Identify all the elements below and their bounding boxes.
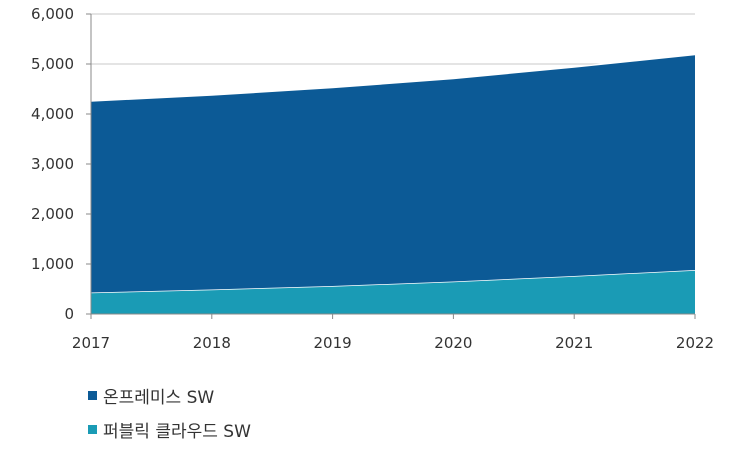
y-tick-label: 0: [64, 305, 74, 323]
area-on-premise: [91, 54, 695, 293]
legend-label-on-premise: 온프레미스 SW: [103, 387, 215, 408]
legend-item-public-cloud: 퍼블릭 클라우드 SW: [88, 418, 251, 442]
x-tick-label: 2021: [555, 334, 593, 352]
legend-swatch-public-cloud: [88, 424, 97, 434]
x-tick-labels: 2017 2018 2019 2020 2021 2022: [72, 334, 714, 352]
y-tick-label: 1,000: [31, 255, 74, 273]
x-tick-label: 2018: [193, 334, 231, 352]
axes: [86, 13, 696, 319]
y-tick-label: 2,000: [31, 205, 74, 223]
y-tick-label: 3,000: [31, 155, 74, 173]
legend-item-on-premise: 온프레미스 SW: [88, 384, 251, 408]
stacked-area-chart: 0 1,000 2,000 3,000 4,000 5,000 6,000 2017 2018…: [31, 5, 714, 352]
y-tick-labels: 0 1,000 2,000 3,000 4,000 5,000 6,000: [31, 5, 74, 323]
y-tick-label: 6,000: [31, 5, 74, 23]
legend-label-public-cloud: 퍼블릭 클라우드 SW: [103, 421, 251, 442]
y-tick-label: 4,000: [31, 105, 74, 123]
legend-swatch-on-premise: [88, 390, 97, 400]
x-tick-label: 2022: [676, 334, 714, 352]
legend: 온프레미스 SW 퍼블릭 클라우드 SW: [88, 384, 251, 452]
area-edge-line: [90, 53, 696, 102]
x-tick-label: 2020: [434, 334, 472, 352]
area-public-cloud: [91, 270, 695, 314]
area-series: [90, 53, 696, 314]
y-tick-label: 5,000: [31, 55, 74, 73]
x-tick-label: 2017: [72, 334, 110, 352]
x-tick-label: 2019: [314, 334, 352, 352]
